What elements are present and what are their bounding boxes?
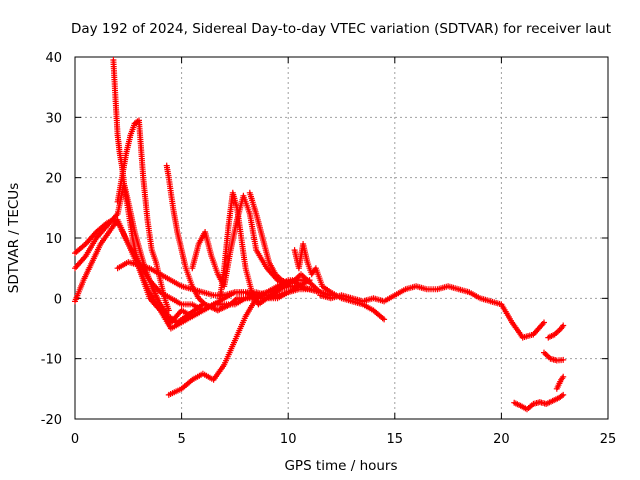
data-point [560, 373, 567, 380]
y-tick-label: -20 [41, 413, 62, 428]
data-point [381, 316, 388, 323]
data-point [165, 307, 172, 314]
data-point [306, 286, 313, 293]
data-point [541, 319, 547, 326]
x-tick-label: 10 [280, 432, 297, 447]
data-series-arc-5 [114, 117, 172, 314]
data-series-arc-4 [110, 57, 206, 326]
y-tick-label: 40 [45, 51, 62, 66]
grid [75, 57, 608, 419]
x-tick-label: 15 [387, 432, 404, 447]
data-series-arc-14 [541, 349, 567, 364]
y-axis-label: SDTVAR / TECUs [6, 183, 22, 293]
data-series-arc-11 [165, 277, 313, 398]
y-tick-label: 20 [45, 172, 62, 187]
x-tick-label: 5 [177, 432, 185, 447]
data-point [560, 391, 567, 398]
data-series-arc-16 [511, 391, 567, 413]
x-tick-label: 0 [71, 432, 79, 447]
series-line [319, 285, 546, 339]
data-series-arc-17 [553, 373, 567, 392]
chart-title: Day 192 of 2024, Sidereal Day-to-day VTE… [71, 21, 611, 37]
data-series-arc-15 [545, 322, 567, 341]
data-point [298, 283, 304, 290]
data-point [560, 356, 567, 363]
y-tick-label: 10 [45, 232, 62, 247]
data-series-arc-12 [291, 241, 388, 323]
data-point [306, 277, 313, 284]
data-series-arc-9 [217, 189, 304, 308]
y-tick-label: 0 [54, 292, 62, 307]
x-tick-label: 25 [600, 432, 617, 447]
data-series-arc-13 [317, 283, 547, 341]
data-point [560, 322, 567, 329]
y-tick-label: -10 [41, 353, 62, 368]
series-group [72, 57, 567, 413]
x-axis-label: GPS time / hours [284, 458, 397, 474]
data-series-arc-3 [72, 216, 217, 332]
ticks: 0 5 10 15 20 25 -20 -10 0 10 20 30 40 [41, 51, 617, 447]
x-tick-label: 20 [493, 432, 510, 447]
y-tick-label: 30 [45, 111, 62, 126]
